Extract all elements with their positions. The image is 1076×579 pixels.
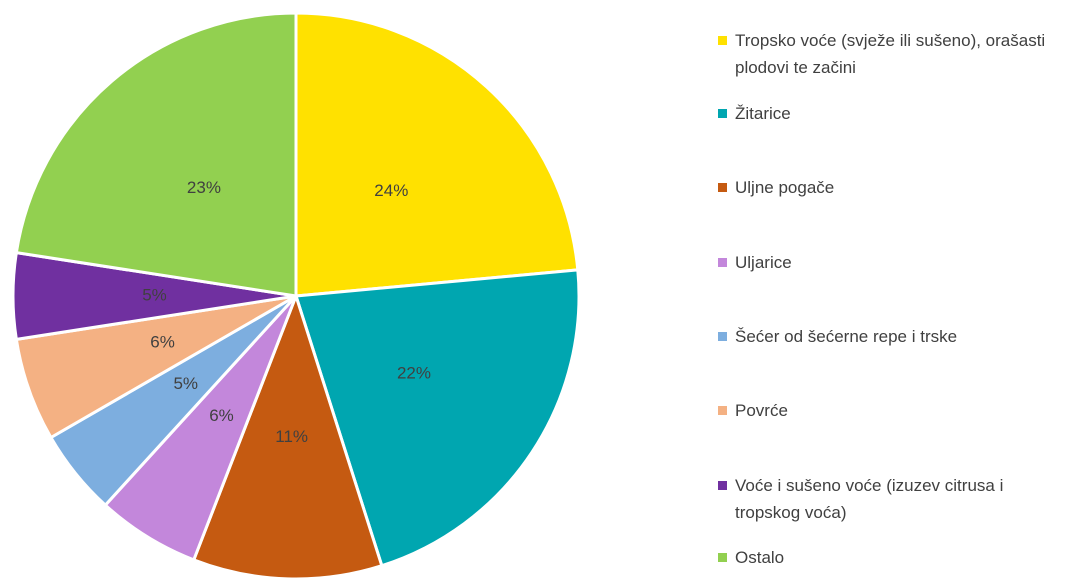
pie-slice (294, 268, 581, 568)
legend-swatch (718, 481, 727, 490)
legend-label: Voće i sušeno voće (izuzev citrusa i tro… (735, 476, 1004, 522)
pie-area: 24% 22% 11% 6% 5% 6% 5% 23% (11, 11, 581, 579)
legend-swatch (718, 183, 727, 192)
data-label: 22% (397, 364, 431, 383)
legend-swatch (718, 258, 727, 267)
legend-item: Ostalo (718, 544, 1063, 571)
data-label: 11% (275, 427, 308, 446)
data-label: 5% (173, 374, 198, 393)
legend-swatch (718, 406, 727, 415)
legend-item: Uljarice (718, 249, 1063, 276)
legend-swatch (718, 332, 727, 341)
legend-item: Voće i sušeno voće (izuzev citrusa i tro… (718, 472, 1063, 526)
pie-slice (294, 11, 580, 298)
legend-item: Žitarice (718, 100, 1063, 127)
data-label: 6% (150, 333, 175, 352)
legend-label: Uljarice (735, 253, 792, 272)
legend-label: Žitarice (735, 104, 791, 123)
legend-item: Povrće (718, 397, 1063, 424)
data-label: 24% (374, 181, 408, 200)
legend-item: Tropsko voće (svježe ili sušeno), orašas… (718, 27, 1063, 81)
legend-label: Šećer od šećerne repe i trske (735, 327, 958, 346)
legend-item: Šećer od šećerne repe i trske (718, 323, 1063, 350)
legend-label: Ostalo (735, 548, 785, 567)
legend-swatch (718, 36, 727, 45)
legend-swatch (718, 109, 727, 118)
data-label: 5% (142, 285, 167, 304)
legend-swatch (718, 553, 727, 562)
legend-label: Povrće (735, 401, 788, 420)
pie-slice (14, 11, 298, 298)
data-label: 23% (187, 178, 221, 197)
legend-item: Uljne pogače (718, 174, 1063, 201)
legend-label: Tropsko voće (svježe ili sušeno), orašas… (735, 31, 1046, 77)
legend-label: Uljne pogače (735, 178, 835, 197)
data-label: 6% (209, 406, 234, 425)
